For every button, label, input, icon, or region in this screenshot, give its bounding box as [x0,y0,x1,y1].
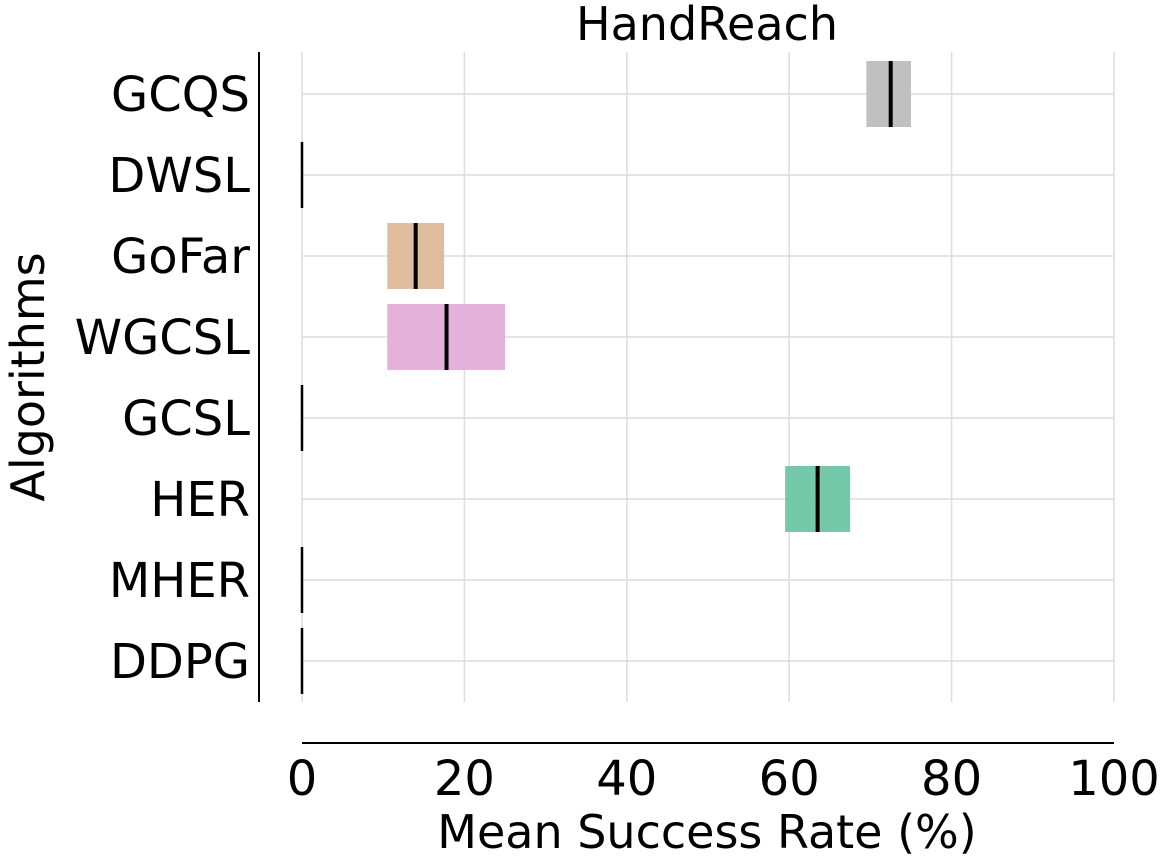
category-label: DWSL [108,148,250,204]
x-tick-label: 20 [434,751,495,807]
x-axis-title: Mean Success Rate (%) [437,805,976,859]
category-labels: GCQS DWSL GoFar WGCSL GCSL HER MHER DDPG [75,67,251,690]
x-tick-label: 40 [596,751,657,807]
mean-lines [300,61,893,694]
category-label: DDPG [110,634,250,690]
ci-bar-gcqs [866,61,911,127]
bars [387,61,911,532]
x-tick-label: 0 [287,751,318,807]
grid [301,52,1115,702]
category-label: WGCSL [75,310,251,366]
x-tick-labels: 0 20 40 60 80 100 [287,751,1160,807]
category-label: GCQS [111,67,250,123]
chart-title: HandReach [576,0,838,51]
category-label: HER [150,472,250,528]
category-label: MHER [109,553,250,609]
y-axis-title: Algorithms [1,252,55,501]
x-tick-label: 80 [921,751,982,807]
category-label: GCSL [122,391,250,447]
x-tick-label: 100 [1068,751,1160,807]
category-label: GoFar [111,229,250,285]
x-tick-label: 60 [759,751,820,807]
